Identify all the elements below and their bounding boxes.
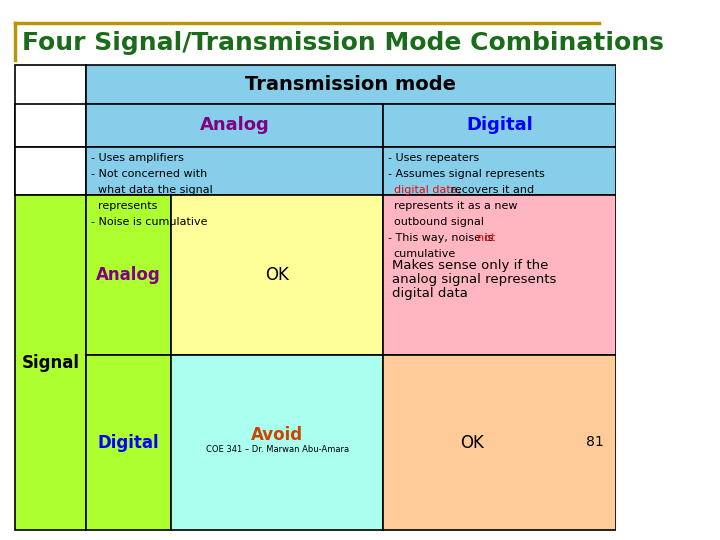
Text: OK: OK: [265, 266, 289, 284]
Text: Analog: Analog: [96, 266, 161, 284]
Text: Digital: Digital: [97, 434, 159, 451]
Text: - Uses repeaters: - Uses repeaters: [388, 153, 480, 163]
Text: Analog: Analog: [199, 117, 269, 134]
Text: represents: represents: [91, 201, 157, 211]
Text: COE 341 – Dr. Marwan Abu-Amara: COE 341 – Dr. Marwan Abu-Amara: [206, 445, 348, 454]
Text: 81: 81: [586, 435, 604, 449]
Bar: [86, 147, 383, 195]
Bar: [383, 147, 616, 195]
Text: represents it as a new: represents it as a new: [394, 201, 517, 211]
Bar: [15, 104, 86, 147]
Text: Signal: Signal: [22, 354, 79, 372]
Text: - This way, noise is: - This way, noise is: [388, 233, 498, 243]
Text: OK: OK: [460, 434, 484, 451]
Text: - Uses amplifiers: - Uses amplifiers: [91, 153, 184, 163]
Text: Transmission mode: Transmission mode: [246, 75, 456, 94]
Text: outbound signal: outbound signal: [394, 217, 484, 227]
Bar: [171, 195, 383, 355]
Text: what data the signal: what data the signal: [91, 185, 212, 195]
Bar: [15, 147, 86, 195]
Text: - Noise is cumulative: - Noise is cumulative: [91, 217, 207, 227]
Bar: [15, 65, 86, 195]
Text: Four Signal/Transmission Mode Combinations: Four Signal/Transmission Mode Combinatio…: [22, 31, 664, 55]
Text: Makes sense only if the: Makes sense only if the: [392, 259, 548, 272]
Bar: [86, 195, 171, 355]
Bar: [86, 355, 171, 530]
Text: - Not concerned with: - Not concerned with: [91, 169, 207, 179]
Text: analog signal represents: analog signal represents: [392, 273, 557, 286]
Text: Digital: Digital: [467, 117, 533, 134]
Bar: [383, 355, 616, 530]
Bar: [383, 104, 616, 147]
Text: Avoid: Avoid: [251, 427, 303, 444]
Text: - Assumes signal represents: - Assumes signal represents: [388, 169, 545, 179]
Bar: [86, 104, 383, 147]
Bar: [86, 65, 616, 104]
Text: digital data: digital data: [392, 287, 468, 300]
Bar: [15, 195, 86, 530]
Text: recovers it and: recovers it and: [446, 185, 534, 195]
Text: not: not: [477, 233, 495, 243]
Text: digital data,: digital data,: [394, 185, 461, 195]
Text: cumulative: cumulative: [394, 249, 456, 259]
Bar: [383, 195, 616, 355]
Bar: [171, 355, 383, 530]
